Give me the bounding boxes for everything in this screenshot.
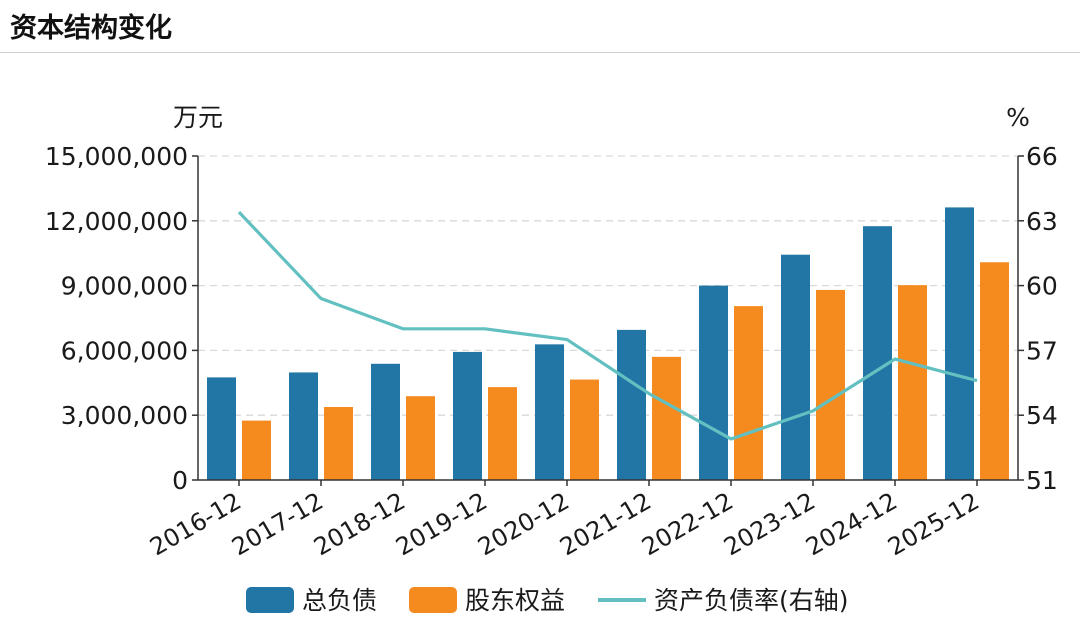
bar-total-liabilities bbox=[453, 351, 482, 480]
bar-total-liabilities bbox=[699, 285, 728, 480]
bar-equity bbox=[734, 306, 763, 480]
page-title: 资本结构变化 bbox=[10, 13, 172, 44]
bar-total-liabilities bbox=[617, 329, 646, 480]
legend-equity-swatch[interactable] bbox=[409, 587, 457, 613]
right-axis-unit: % bbox=[1006, 103, 1030, 132]
bar-total-liabilities bbox=[535, 344, 564, 480]
x-tick-label: 2018-12 bbox=[309, 487, 410, 561]
bar-equity bbox=[570, 379, 599, 480]
bar-total-liabilities bbox=[289, 372, 318, 480]
bar-equity bbox=[488, 387, 517, 480]
right-tick-label: 66 bbox=[1026, 142, 1058, 171]
legend-debt-ratio-label[interactable]: 资产负债率(右轴) bbox=[654, 586, 849, 615]
x-tick-label: 2024-12 bbox=[801, 487, 902, 561]
bar-equity bbox=[406, 396, 435, 480]
x-tick-label: 2023-12 bbox=[719, 487, 820, 561]
right-tick-label: 54 bbox=[1026, 401, 1058, 430]
left-tick-label: 0 bbox=[172, 466, 188, 495]
right-tick-label: 51 bbox=[1026, 466, 1058, 495]
right-tick-label: 57 bbox=[1026, 336, 1058, 365]
debt-ratio-line bbox=[237, 211, 978, 441]
x-tick-label: 2022-12 bbox=[637, 487, 738, 561]
legend-total-liabilities-label[interactable]: 总负债 bbox=[302, 586, 377, 615]
bar-equity bbox=[980, 262, 1009, 480]
left-tick-label: 6,000,000 bbox=[61, 336, 188, 365]
bar-total-liabilities bbox=[781, 254, 810, 480]
left-tick-label: 3,000,000 bbox=[61, 401, 188, 430]
bar-equity bbox=[816, 289, 845, 480]
left-axis-unit: 万元 bbox=[173, 103, 223, 132]
legend-total-liabilities-swatch[interactable] bbox=[246, 587, 294, 613]
bar-equity bbox=[652, 356, 681, 480]
chart-header: 资本结构变化 bbox=[0, 0, 1080, 53]
bar-total-liabilities bbox=[863, 226, 892, 480]
legend-equity-label[interactable]: 股东权益 bbox=[465, 586, 565, 615]
left-tick-label: 12,000,000 bbox=[45, 207, 188, 236]
bar-equity bbox=[324, 406, 353, 480]
bar-total-liabilities bbox=[945, 207, 974, 480]
bar-total-liabilities bbox=[371, 363, 400, 480]
x-tick-label: 2021-12 bbox=[555, 487, 656, 561]
left-tick-label: 15,000,000 bbox=[45, 142, 188, 171]
left-tick-label: 9,000,000 bbox=[61, 272, 188, 301]
x-tick-label: 2016-12 bbox=[145, 487, 246, 561]
right-tick-label: 60 bbox=[1026, 272, 1058, 301]
x-tick-label: 2020-12 bbox=[473, 487, 574, 561]
x-tick-label: 2019-12 bbox=[391, 487, 492, 561]
x-tick-label: 2017-12 bbox=[227, 487, 328, 561]
right-tick-label: 63 bbox=[1026, 207, 1058, 236]
bar-equity bbox=[242, 420, 271, 480]
bar-equity bbox=[898, 285, 927, 480]
bar-total-liabilities bbox=[207, 377, 236, 480]
x-tick-label: 2025-12 bbox=[883, 487, 984, 561]
